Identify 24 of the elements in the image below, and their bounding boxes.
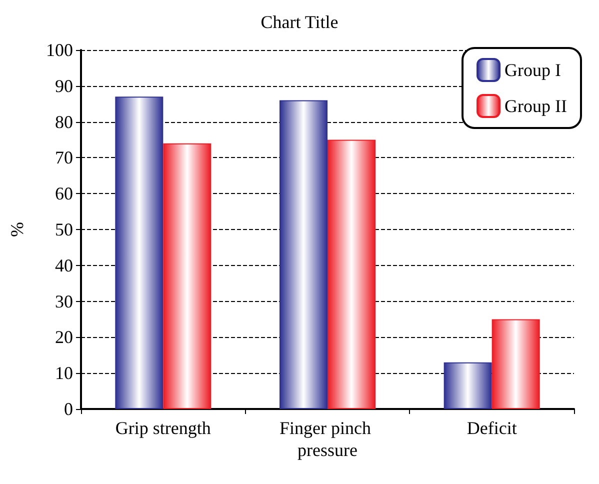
legend-label: Group II [504, 96, 568, 116]
y-tick-label: 10 [55, 363, 73, 384]
y-tick-label: 90 [55, 76, 73, 96]
bar [115, 96, 164, 409]
y-tick-label: 70 [55, 148, 73, 168]
x-tick-label: Deficit [466, 418, 517, 438]
y-tick-label: 100 [46, 40, 73, 60]
bar [163, 143, 212, 409]
bar [444, 362, 492, 409]
y-tick-label: 80 [55, 112, 73, 132]
y-axis-title: % [7, 222, 27, 237]
bar [280, 100, 328, 409]
bar [328, 140, 376, 409]
bar [492, 319, 540, 409]
x-tick-label: Finger pinch pressure [280, 418, 376, 460]
x-tick-label: Grip strength [115, 418, 211, 438]
legend-label: Group I [504, 60, 562, 80]
y-tick-label: 30 [55, 291, 73, 312]
y-tick-label: 20 [55, 327, 73, 348]
y-tick-label: 0 [64, 399, 73, 419]
y-tick-label: 50 [55, 220, 73, 240]
y-tick-label: 40 [55, 255, 73, 276]
chart-title: Chart Title [260, 12, 338, 32]
y-tick-label: 60 [55, 184, 73, 204]
